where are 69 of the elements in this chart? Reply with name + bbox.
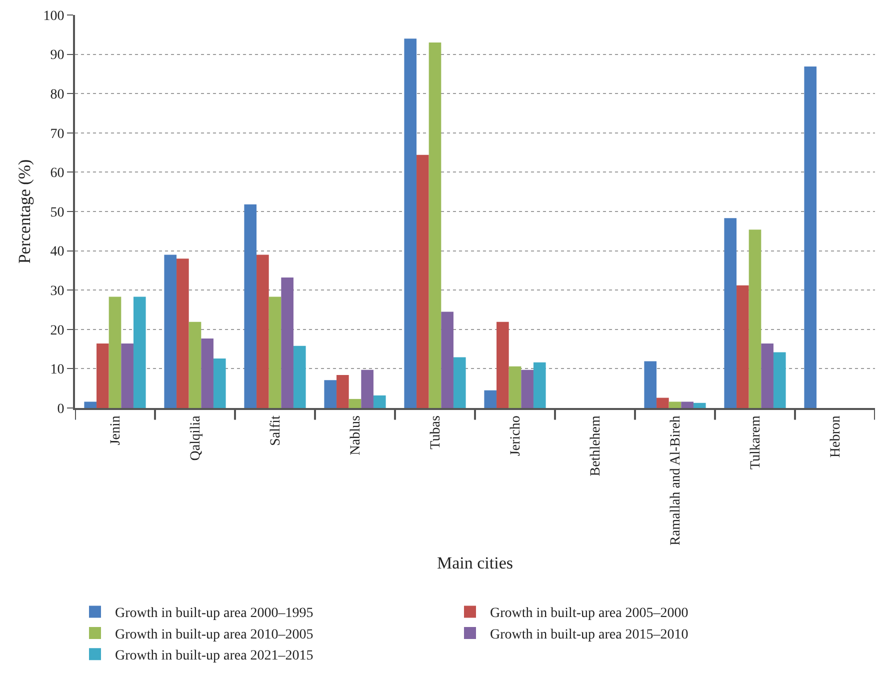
bar bbox=[84, 402, 97, 408]
x-tick-label: Hebron bbox=[828, 416, 844, 458]
bar bbox=[108, 296, 122, 408]
x-tick-label: Salfit bbox=[268, 416, 284, 446]
bar bbox=[453, 357, 466, 408]
bar bbox=[416, 154, 429, 408]
bar bbox=[336, 374, 349, 408]
bar bbox=[324, 380, 337, 408]
bar bbox=[668, 402, 682, 408]
bar bbox=[373, 395, 386, 408]
bar bbox=[213, 358, 226, 408]
bar bbox=[508, 366, 522, 408]
y-tick-label: 10 bbox=[50, 362, 64, 378]
legend-label: Growth in built-up area 2010–2005 bbox=[115, 627, 314, 642]
y-axis-title: Percentage (%) bbox=[15, 159, 34, 264]
y-tick-label: 40 bbox=[50, 244, 64, 260]
bar bbox=[361, 370, 374, 408]
y-tick-label: 50 bbox=[50, 205, 64, 220]
bar bbox=[121, 344, 134, 408]
bar bbox=[404, 38, 417, 408]
bar bbox=[188, 322, 202, 408]
bar bbox=[804, 66, 817, 408]
bar bbox=[533, 362, 546, 408]
bar bbox=[256, 254, 269, 408]
y-tick-label: 60 bbox=[50, 166, 64, 182]
x-tick-label: Jericho bbox=[508, 416, 524, 456]
bar bbox=[496, 322, 509, 408]
bar bbox=[693, 402, 706, 408]
bar bbox=[736, 285, 749, 408]
bar bbox=[521, 370, 534, 408]
bar bbox=[644, 361, 657, 408]
bar bbox=[164, 254, 177, 408]
bar bbox=[428, 42, 442, 408]
y-tick-label: 100 bbox=[43, 8, 64, 24]
y-tick-label: 30 bbox=[50, 284, 64, 299]
bar bbox=[96, 344, 109, 408]
bar bbox=[441, 312, 454, 408]
bar bbox=[244, 204, 257, 408]
legend-label: Growth in built-up area 2021–2015 bbox=[115, 648, 314, 664]
bar bbox=[773, 352, 786, 408]
y-tick-label: 90 bbox=[50, 48, 64, 64]
x-axis-title: Main cities bbox=[436, 553, 514, 572]
y-tick-label: 0 bbox=[57, 402, 64, 417]
bar bbox=[348, 398, 362, 408]
y-tick-label: 80 bbox=[50, 88, 64, 102]
bar bbox=[724, 218, 737, 408]
bar bbox=[293, 346, 306, 408]
legend-label: Growth in built-up area 2005–2000 bbox=[490, 606, 688, 622]
x-tick-label: Ramallah and Al-Bireh bbox=[668, 416, 684, 546]
bar bbox=[681, 402, 694, 408]
y-tick-label: 20 bbox=[50, 323, 64, 338]
bar bbox=[133, 296, 146, 408]
bar bbox=[176, 258, 189, 408]
bar bbox=[281, 278, 294, 408]
legend-label: Growth in built-up area 2015–2010 bbox=[490, 627, 688, 642]
bar bbox=[201, 338, 214, 408]
x-tick-label: Tubas bbox=[428, 416, 444, 450]
bar bbox=[656, 398, 669, 408]
bar bbox=[748, 230, 762, 408]
bar bbox=[268, 296, 282, 408]
bar bbox=[761, 344, 774, 408]
x-tick-label: Qalqilia bbox=[188, 414, 204, 461]
bar bbox=[484, 390, 497, 408]
x-tick-label: Tulkarem bbox=[748, 416, 764, 470]
legend-label: Growth in built-up area 2000–1995 bbox=[115, 606, 314, 622]
x-tick-label: Bethlehem bbox=[588, 415, 604, 476]
y-tick-label: 70 bbox=[50, 126, 64, 142]
x-tick-label: Jenin bbox=[108, 416, 124, 446]
x-tick-label: Nablus bbox=[348, 416, 364, 456]
